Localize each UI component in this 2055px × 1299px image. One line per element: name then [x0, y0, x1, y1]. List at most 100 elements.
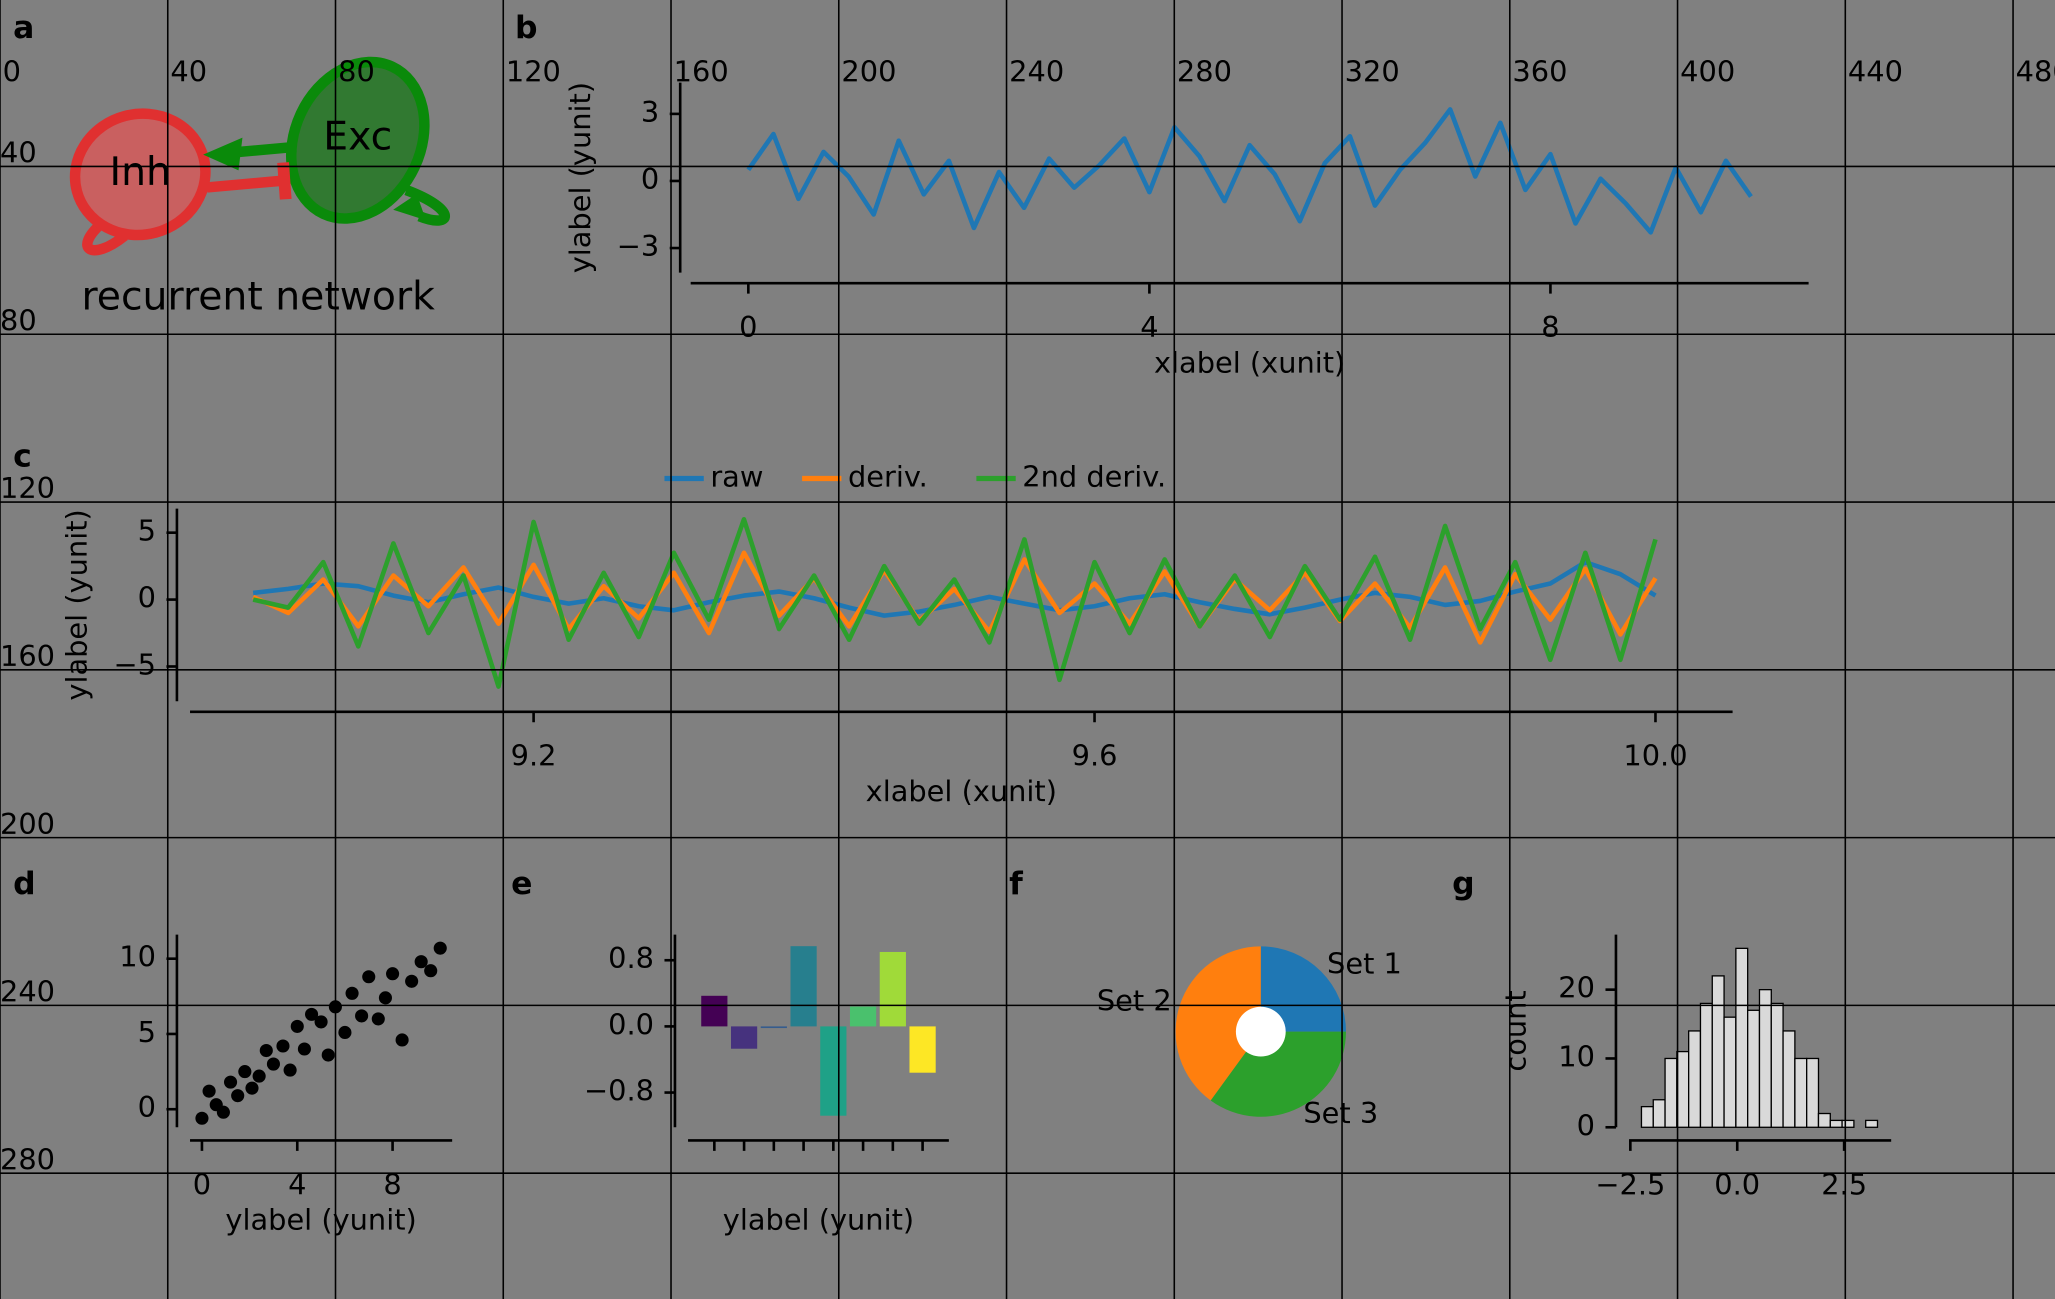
scatter-point	[231, 1089, 245, 1103]
scatter-point	[245, 1081, 259, 1095]
pie-label: Set 1	[1327, 946, 1402, 980]
scatter-point	[216, 1105, 230, 1119]
y-tick-label: 0	[641, 162, 659, 196]
scatter-point	[314, 1015, 328, 1029]
y-tick-label: 0	[1577, 1108, 1595, 1142]
x-axis-label: xlabel (xunit)	[866, 774, 1057, 808]
y-tick-label: 3	[641, 95, 659, 129]
overlay-x-label: 120	[506, 54, 561, 88]
inh-to-exc-bar	[277, 162, 292, 200]
scatter-point	[405, 974, 419, 988]
panel: b −3 0 3 0 4 8 xlabel (xunit) ylabel (yunit)	[515, 10, 1809, 379]
exc-loop-arrowhead	[393, 193, 426, 221]
scatter-point	[362, 970, 376, 984]
bar	[760, 1026, 787, 1029]
scatter-point	[414, 955, 428, 969]
y-tick-label: 10	[1558, 1039, 1595, 1073]
x-tick-label: 8	[1541, 310, 1559, 344]
y-tick-label: −3	[617, 229, 659, 263]
panel-label: d	[13, 866, 36, 902]
legend-label: 2nd deriv.	[1022, 459, 1166, 493]
exc-self-loop	[404, 185, 450, 226]
network-diagram: a Inh Exc recurrent network	[13, 10, 450, 319]
scatter-point	[355, 1009, 369, 1023]
scatter-point	[276, 1039, 290, 1053]
scatter-point	[371, 1012, 385, 1026]
hist-bar	[1652, 1099, 1666, 1128]
panel-label: b	[515, 10, 538, 46]
data-line	[746, 107, 1753, 235]
y-tick-label: 20	[1558, 971, 1595, 1005]
scatter-point	[424, 964, 438, 978]
pie-label: Set 2	[1097, 984, 1172, 1018]
hist-bar	[1770, 1002, 1784, 1128]
panel-label: e	[511, 866, 532, 902]
bar	[909, 1026, 936, 1073]
hist-bar	[1711, 975, 1725, 1128]
y-axis-label: ylabel (yunit)	[563, 82, 597, 273]
x-tick-label: 0.0	[1714, 1167, 1760, 1201]
panel-label: c	[13, 438, 32, 474]
scatter-point	[305, 1007, 319, 1021]
bar	[730, 1026, 758, 1049]
x-tick-label: 9.2	[511, 739, 557, 773]
overlay-y-label: 120	[0, 471, 55, 505]
overlay-x-label: 280	[1177, 54, 1232, 88]
hist-bar	[1758, 988, 1772, 1128]
pie-wedge	[1175, 946, 1261, 1101]
legend-label: raw	[710, 459, 763, 493]
bar	[701, 995, 728, 1027]
x-tick-label: −2.5	[1595, 1167, 1665, 1201]
bar	[820, 1026, 847, 1116]
scatter-point	[259, 1043, 273, 1058]
scatter-point	[297, 1042, 311, 1056]
x-tick-label: 9.6	[1072, 739, 1118, 773]
panel: g 0 10 20 −2.5 0.0 2.5 count	[1452, 866, 1892, 1201]
hist-bar	[1817, 1112, 1831, 1128]
pie-hole	[1235, 1006, 1286, 1057]
x-tick-label: 8	[383, 1167, 401, 1201]
overlay-x-label: 440	[1848, 54, 1903, 88]
panel: e −0.8 0.0 0.8 ylabel (yunit)	[511, 866, 949, 1237]
y-tick-label: 5	[138, 1015, 156, 1049]
panel: f Set 1 Set 2 Set 3	[1009, 866, 1402, 1130]
overlay-x-label: 320	[1345, 54, 1400, 88]
x-axis-label: ylabel (yunit)	[225, 1203, 416, 1237]
overlay-x-label: 40	[170, 54, 207, 88]
panel-label: g	[1452, 866, 1475, 902]
inh-self-loop	[82, 218, 128, 256]
scatter-point	[378, 991, 392, 1005]
hist-bar	[1865, 1119, 1879, 1128]
scatter-point	[266, 1057, 280, 1071]
y-tick-label: −0.8	[584, 1074, 654, 1108]
x-tick-label: 0	[193, 1167, 211, 1201]
y-tick-label: 0	[138, 581, 156, 615]
x-tick-label: 4	[1140, 310, 1158, 344]
scatter-point	[238, 1065, 252, 1079]
x-tick-label: 0	[739, 310, 757, 344]
scatter-point	[195, 1111, 209, 1125]
hist-bar	[1735, 947, 1749, 1128]
overlay-y-label: 280	[0, 1142, 55, 1176]
hist-bar	[1747, 1009, 1761, 1128]
overlay-x-label: 360	[1512, 54, 1567, 88]
hist-bar	[1723, 1016, 1737, 1128]
hist-bar	[1782, 1030, 1796, 1128]
pie-label: Set 3	[1303, 1096, 1378, 1130]
y-tick-label: 5	[138, 514, 156, 548]
y-axis-label: count	[1499, 990, 1533, 1071]
scatter-point	[290, 1019, 304, 1033]
pie-wedge	[1260, 946, 1346, 1032]
hist-bar	[1699, 1002, 1713, 1128]
overlay-x-label: 400	[1680, 54, 1735, 88]
hist-bar	[1806, 1057, 1820, 1128]
x-tick-label: 4	[288, 1167, 306, 1201]
hist-bar	[1688, 1030, 1702, 1128]
pie-wedge	[1210, 1031, 1346, 1117]
diagram-caption: recurrent network	[81, 274, 435, 319]
scatter-point	[202, 1084, 216, 1098]
overlay-y-label: 240	[0, 975, 55, 1009]
y-tick-label: 0.8	[608, 941, 654, 975]
